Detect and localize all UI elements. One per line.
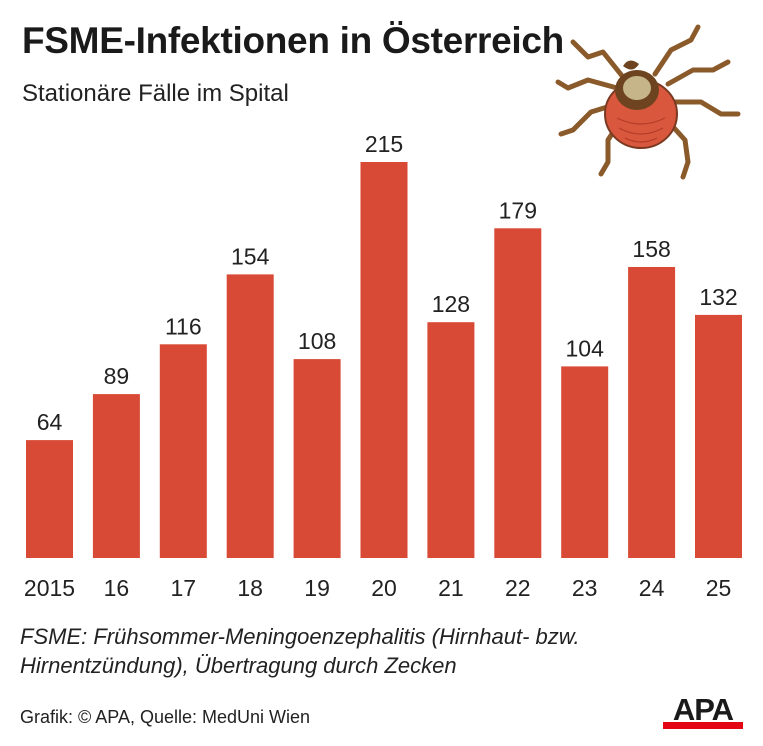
bar-23 [561,366,609,558]
x-tick-label-17: 17 [171,575,197,601]
source-credit: Grafik: © APA, Quelle: MedUni Wien [20,707,311,727]
x-tick-label-18: 18 [237,575,263,601]
data-label-21: 128 [432,291,470,317]
x-tick-label-21: 21 [438,575,464,601]
bar-24 [628,267,676,558]
data-label-19: 108 [298,328,336,354]
bar-2015 [26,440,73,558]
x-tick-label-16: 16 [104,575,130,601]
chart-title: FSME-Infektionen in Österreich [22,20,564,61]
apa-logo: APA [663,692,743,729]
x-tick-label-20: 20 [371,575,397,601]
bar-21 [427,322,475,558]
bar-22 [494,228,542,559]
data-label-17: 116 [165,313,202,339]
data-label-25: 132 [699,284,737,310]
x-tick-label-2015: 2015 [24,575,75,601]
tick-icon [555,24,741,180]
x-tick-label-25: 25 [706,575,732,601]
apa-logo-text: APA [673,692,734,727]
footnote-line-1: FSME: Frühsommer-Meningoenzephalitis (Hi… [20,624,580,649]
data-label-22: 179 [499,197,537,223]
bar-18 [226,274,274,558]
footnote: FSME: Frühsommer-Meningoenzephalitis (Hi… [20,622,670,680]
data-label-2015: 64 [37,409,63,435]
chart-subtitle: Stationäre Fälle im Spital [22,80,289,107]
data-label-18: 154 [231,243,270,269]
bar-17 [159,344,207,558]
bar-chart: 64 2015 89 16 116 17 154 18 108 19 215 20 128 21 179 22… [24,131,742,601]
bar-16 [92,394,140,558]
footnote-line-2: Hirnentzündung), Übertragung durch Zecke… [20,653,457,678]
x-tick-label-22: 22 [505,575,531,601]
data-label-20: 215 [365,131,403,157]
data-label-24: 158 [632,236,670,262]
bar-25 [695,314,742,558]
data-label-16: 89 [104,363,130,389]
bar-20 [360,162,408,558]
bar-19 [293,359,341,558]
x-tick-label-19: 19 [304,575,330,601]
x-tick-label-23: 23 [572,575,598,601]
x-tick-label-24: 24 [639,575,665,601]
data-label-23: 104 [566,335,605,361]
